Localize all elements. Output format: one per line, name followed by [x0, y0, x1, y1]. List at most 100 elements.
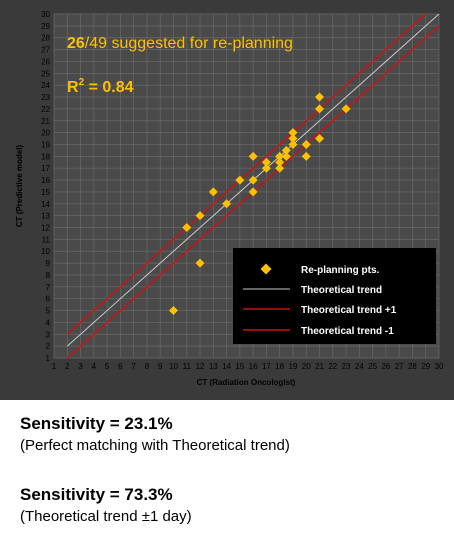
- x-tick-label: 1: [52, 362, 57, 371]
- data-point: [301, 139, 311, 149]
- data-point: [315, 134, 325, 144]
- legend-label: Re-planning pts.: [301, 265, 380, 276]
- y-tick-label: 24: [41, 81, 50, 90]
- x-tick-label: 30: [435, 362, 444, 371]
- data-point: [182, 223, 192, 233]
- y-tick-label: 9: [46, 259, 51, 268]
- y-tick-label: 6: [46, 295, 51, 304]
- x-axis-title: CT (Radiation Oncologist): [197, 378, 296, 387]
- data-point: [208, 187, 218, 197]
- y-tick-label: 23: [41, 93, 50, 102]
- legend-label: Theoretical trend: [301, 285, 382, 296]
- y-tick-label: 19: [41, 140, 50, 149]
- x-tick-label: 7: [131, 362, 136, 371]
- y-tick-label: 10: [41, 247, 50, 256]
- x-tick-label: 27: [395, 362, 404, 371]
- x-tick-label: 23: [342, 362, 351, 371]
- x-tick-label: 26: [381, 362, 390, 371]
- scatter-chart: 1 2 3 4 5 6 7 8 9 10 11 12 13 14 15 16 17 18 19 20 21 22 23 24 2…: [15, 10, 444, 387]
- y-tick-label: 12: [41, 224, 50, 233]
- data-point: [261, 157, 271, 167]
- data-point: [275, 163, 285, 173]
- x-tick-label: 14: [222, 362, 231, 371]
- legend-label: Theoretical trend +1: [301, 305, 397, 316]
- y-tick-label: 28: [41, 34, 50, 43]
- y-tick-labels: 1234567891011121314151617181920212223242…: [41, 10, 50, 363]
- data-point: [261, 163, 271, 173]
- x-tick-label: 21: [315, 362, 324, 371]
- r2-annotation: R2 = 0.84: [67, 77, 134, 96]
- y-tick-label: 4: [46, 318, 51, 327]
- y-tick-label: 1: [46, 354, 51, 363]
- x-tick-label: 16: [249, 362, 258, 371]
- r2-superscript: 2: [79, 77, 85, 88]
- data-point: [315, 92, 325, 102]
- y-tick-label: 8: [46, 271, 51, 280]
- sensitivity-value-2: Sensitivity = 73.3%: [20, 485, 173, 504]
- y-tick-label: 27: [41, 46, 50, 55]
- x-tick-label: 9: [158, 362, 163, 371]
- x-tick-label: 22: [328, 362, 337, 371]
- data-point: [275, 151, 285, 161]
- data-point: [248, 151, 258, 161]
- data-points: [168, 92, 351, 316]
- x-tick-label: 8: [145, 362, 150, 371]
- y-tick-label: 30: [41, 10, 50, 19]
- y-tick-label: 20: [41, 129, 50, 138]
- x-tick-label: 2: [65, 362, 70, 371]
- replanning-count: 26: [67, 35, 85, 52]
- x-tick-label: 4: [92, 362, 97, 371]
- x-tick-label: 10: [169, 362, 178, 371]
- y-tick-label: 11: [42, 235, 51, 244]
- sensitivity-value-1: Sensitivity = 23.1%: [20, 414, 173, 433]
- data-point: [288, 134, 298, 144]
- x-tick-label: 24: [355, 362, 364, 371]
- data-point: [248, 187, 258, 197]
- y-tick-label: 25: [41, 69, 50, 78]
- x-tick-label: 11: [183, 362, 192, 371]
- data-point: [341, 104, 351, 114]
- x-tick-label: 25: [368, 362, 377, 371]
- trend-plus-one-line: [66, 13, 427, 335]
- data-point: [222, 199, 232, 209]
- x-tick-label: 29: [421, 362, 430, 371]
- x-tick-label: 15: [235, 362, 244, 371]
- x-tick-label: 17: [262, 362, 271, 371]
- legend: Re-planning pts. Theoretical trend Theoret…: [233, 248, 436, 344]
- data-point: [315, 104, 325, 114]
- y-tick-label: 5: [46, 307, 51, 316]
- data-point: [248, 175, 258, 185]
- data-point: [288, 128, 298, 138]
- x-tick-label: 20: [302, 362, 311, 371]
- y-tick-label: 26: [41, 57, 50, 66]
- r2-label: R: [67, 79, 79, 96]
- data-point: [235, 175, 245, 185]
- x-tick-label: 18: [275, 362, 284, 371]
- y-tick-label: 15: [41, 188, 50, 197]
- replanning-annotation: 26/49 suggested for re-planning: [67, 35, 293, 52]
- x-tick-labels: 1 2 3 4 5 6 7 8 9 10 11 12 13 14 15 16 17 18 19 20 21 22 23 24 2…: [52, 362, 444, 371]
- y-tick-label: 14: [41, 200, 50, 209]
- y-tick-label: 18: [41, 152, 50, 161]
- y-tick-label: 2: [46, 342, 51, 351]
- data-point: [281, 151, 291, 161]
- x-tick-label: 13: [209, 362, 218, 371]
- x-tick-label: 6: [118, 362, 123, 371]
- sensitivity-note-1: Sensitivity = 23.1% (Perfect matching wi…: [20, 414, 290, 454]
- replanning-text: /49 suggested for re-planning: [85, 35, 293, 52]
- y-axis-title: CT (Predictive model): [15, 145, 24, 228]
- sensitivity-note-2: Sensitivity = 73.3% (Theoretical trend ±…: [20, 485, 192, 525]
- data-point: [195, 211, 205, 221]
- y-tick-label: 16: [41, 176, 50, 185]
- chart-panel: 1 2 3 4 5 6 7 8 9 10 11 12 13 14 15 16 17 18 19 20 21 22 23 24 2…: [0, 0, 454, 400]
- y-tick-label: 3: [46, 330, 51, 339]
- x-tick-label: 12: [196, 362, 205, 371]
- x-tick-label: 3: [78, 362, 83, 371]
- y-tick-label: 29: [41, 22, 50, 31]
- data-point: [281, 145, 291, 155]
- data-point: [195, 258, 205, 268]
- y-tick-label: 21: [41, 117, 50, 126]
- x-tick-label: 19: [289, 362, 298, 371]
- legend-box: [233, 248, 436, 344]
- x-tick-label: 28: [408, 362, 417, 371]
